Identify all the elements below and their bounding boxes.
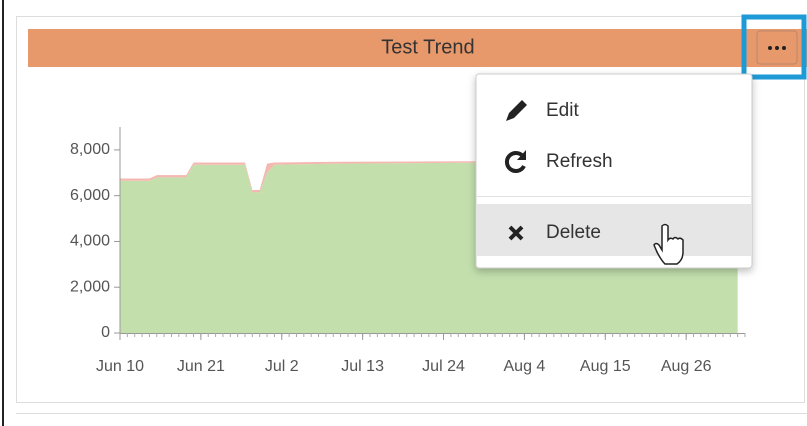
menu-label: Edit: [546, 100, 579, 121]
menu-label: Delete: [546, 222, 601, 243]
hand-cursor: [653, 223, 684, 265]
x-tick-label: Aug 26: [661, 358, 712, 375]
y-tick-label: 2,000: [70, 278, 110, 295]
x-tick-label: Jul 13: [341, 358, 384, 375]
delete-icon: [508, 225, 524, 241]
x-tick-label: Aug 4: [504, 358, 546, 375]
menu-dots: [768, 46, 786, 50]
menu-item-delete[interactable]: Delete: [477, 204, 751, 256]
menu-item-edit[interactable]: Edit: [506, 100, 579, 121]
y-tick-label: 0: [101, 324, 110, 341]
widget-title: Test Trend: [381, 36, 474, 58]
x-tick-label: Jun 10: [96, 358, 144, 375]
hover-bg: [477, 204, 751, 256]
y-tick-label: 6,000: [70, 187, 110, 204]
y-tick-label: 4,000: [70, 233, 110, 250]
x-tick-label: Jul 24: [422, 358, 465, 375]
highlight: [741, 14, 807, 80]
menu-item-refresh[interactable]: Refresh: [504, 150, 613, 173]
x-tick-label: Aug 15: [580, 358, 631, 375]
header: [28, 29, 807, 67]
x-tick-label: Jun 21: [177, 358, 225, 375]
x-tick-label: Jul 2: [265, 358, 299, 375]
refresh-icon: [504, 151, 526, 173]
pencil-icon: [506, 100, 527, 121]
menu-label: Refresh: [546, 151, 613, 172]
y-tick-label: 8,000: [70, 141, 110, 158]
refresh-arrow: [517, 150, 526, 160]
